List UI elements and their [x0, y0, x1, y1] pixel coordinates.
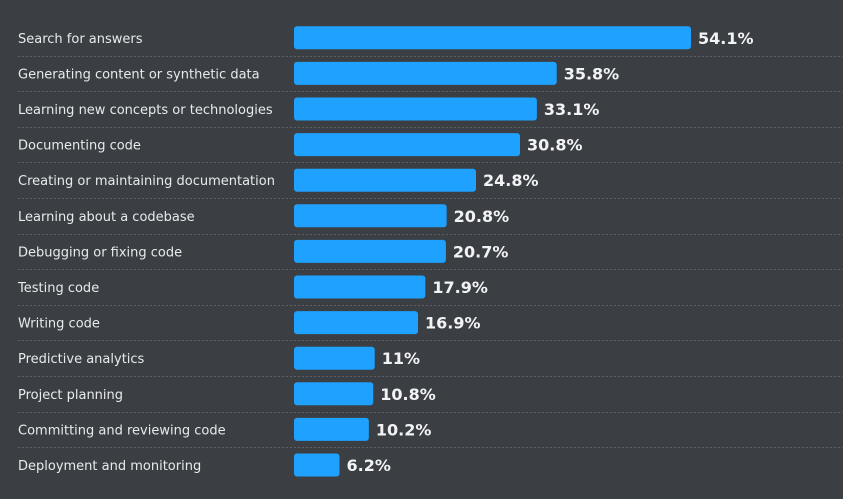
bar [294, 97, 537, 121]
category-label: Writing code [18, 317, 100, 332]
bar-row: Predictive analytics 11% [18, 346, 843, 377]
category-label: Debugging or fixing code [18, 245, 182, 260]
category-label: Generating content or synthetic data [18, 67, 260, 82]
bar-row: Documenting code 30.8% [18, 133, 843, 163]
category-label: Learning about a codebase [18, 210, 195, 225]
bar-row: Project planning 10.8% [18, 382, 843, 413]
bar-row: Writing code 16.9% [18, 311, 843, 341]
value-label: 16.9% [425, 314, 481, 333]
category-label: Testing code [17, 281, 99, 296]
value-label: 54.1% [698, 29, 754, 48]
bar-row: Creating or maintaining documentation 24.… [18, 168, 843, 199]
bar [294, 346, 375, 370]
value-label: 6.2% [346, 456, 390, 475]
value-label: 30.8% [527, 136, 583, 155]
value-label: 35.8% [564, 64, 620, 83]
category-label: Creating or maintaining documentation [18, 174, 275, 189]
value-label: 24.8% [483, 171, 539, 190]
value-label: 17.9% [432, 278, 488, 297]
bar [294, 311, 419, 335]
bar [294, 382, 374, 406]
value-label: 10.2% [376, 420, 432, 439]
value-label: 11% [382, 349, 420, 368]
value-label: 20.7% [453, 242, 509, 261]
bar [294, 133, 521, 157]
bar-row: Deployment and monitoring 6.2% [18, 453, 391, 477]
category-label: Search for answers [18, 32, 143, 47]
bar-row: Committing and reviewing code 10.2% [18, 417, 843, 448]
bar [294, 275, 426, 299]
bar [294, 239, 446, 263]
bar [294, 453, 340, 477]
value-label: 33.1% [544, 100, 600, 119]
bar-row: Learning about a codebase 20.8% [18, 204, 843, 235]
bar-row: Debugging or fixing code 20.7% [18, 239, 843, 270]
category-label: Deployment and monitoring [18, 459, 201, 474]
category-label: Project planning [18, 388, 123, 403]
bar-row: Generating content or synthetic data 35.8… [18, 61, 843, 92]
value-label: 20.8% [454, 207, 510, 226]
bar [294, 204, 447, 228]
value-label: 10.8% [380, 385, 436, 404]
bar [294, 417, 369, 441]
bar-row: Learning new concepts or technologies 33.… [18, 97, 843, 128]
bar [294, 61, 557, 85]
bar-row: Search for answers 54.1% [18, 26, 843, 57]
bar [294, 168, 476, 192]
bar [294, 26, 691, 50]
category-label: Committing and reviewing code [18, 423, 226, 438]
category-label: Predictive analytics [18, 352, 145, 367]
category-label: Documenting code [18, 139, 141, 154]
bar-row: Testing code 17.9% [17, 275, 843, 306]
category-label: Learning new concepts or technologies [18, 103, 273, 118]
